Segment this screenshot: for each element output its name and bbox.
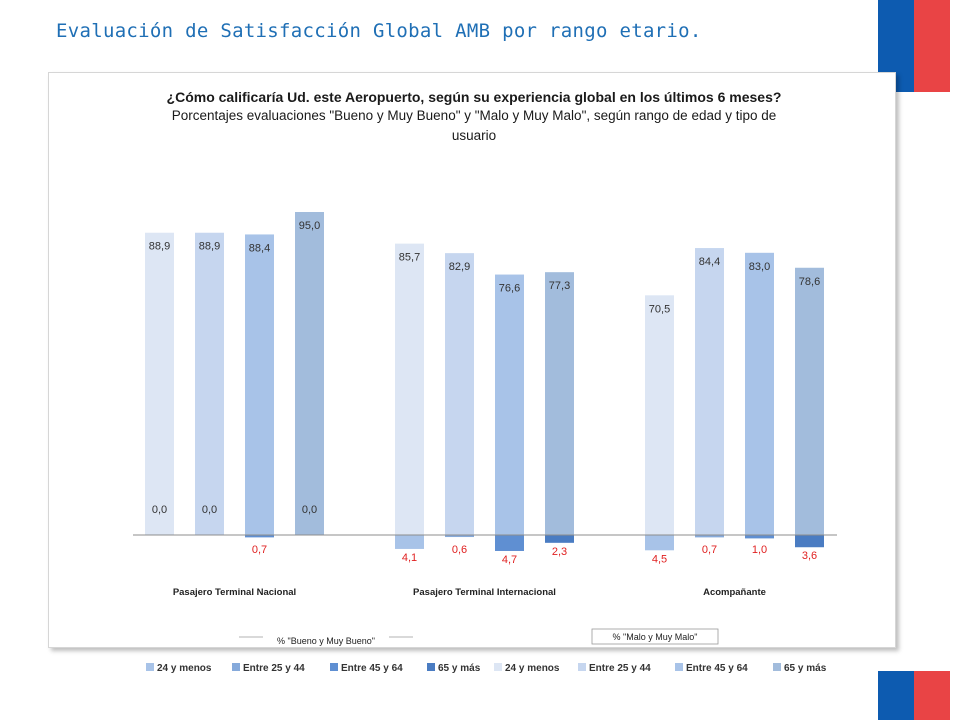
label-bad-2-2: 1,0 [752, 544, 767, 556]
bar-good-0-2 [245, 234, 274, 535]
label-good-0-3: 95,0 [299, 220, 320, 232]
bar-bad-1-2 [495, 535, 524, 551]
segment-mask-good [263, 635, 389, 647]
label-good-1-1: 82,9 [449, 261, 470, 273]
label-bad-2-0: 4,5 [652, 553, 667, 565]
segment-label-good: % "Bueno y Muy Bueno" [277, 636, 375, 646]
bar-bad-1-0 [395, 535, 424, 549]
bar-good-2-3 [795, 267, 824, 535]
label-bad-1-2: 4,7 [502, 554, 517, 566]
plot-area: 88,9 0,0 88,9 0,0 88,4 0,7 95,0 0,0 Pasajero Ter… [145, 212, 824, 598]
label-bad-0-0: 0,0 [152, 504, 167, 516]
legend-swatch-6 [675, 663, 683, 671]
legend-label-5: Entre 25 y 44 [589, 663, 651, 674]
chart-frame: ¿Cómo calificaría Ud. este Aeropuerto, s… [48, 72, 896, 648]
label-good-0-0: 88,9 [149, 241, 170, 253]
chart-legend: 24 y menos Entre 25 y 44 Entre 45 y 64 65 y… [146, 663, 827, 674]
bar-bad-2-3 [795, 535, 824, 548]
bar-good-1-1 [445, 253, 474, 535]
bar-bad-0-2 [245, 535, 274, 538]
label-good-0-2: 88,4 [249, 242, 270, 254]
label-good-1-0: 85,7 [399, 252, 420, 264]
legend-label-0: 24 y menos [157, 663, 212, 674]
chart-subtitle-line-1: Porcentajes evaluaciones "Bueno y Muy Bu… [172, 108, 777, 123]
legend-swatch-0 [146, 663, 154, 671]
legend-swatch-7 [773, 663, 781, 671]
legend-swatch-1 [232, 663, 240, 671]
label-good-1-2: 76,6 [499, 283, 520, 295]
bar-good-2-0 [645, 295, 674, 535]
legend-label-7: 65 y más [784, 663, 827, 674]
flag-decoration-bottom [878, 668, 950, 720]
label-bad-0-1: 0,0 [202, 504, 217, 516]
label-bad-2-3: 3,6 [802, 550, 817, 562]
legend-swatch-5 [578, 663, 586, 671]
category-label-0: Pasajero Terminal Nacional [173, 587, 296, 598]
bar-good-2-2 [745, 252, 774, 536]
label-good-2-0: 70,5 [649, 303, 670, 315]
label-bad-1-0: 4,1 [402, 552, 417, 564]
bar-good-0-3 [295, 212, 324, 535]
bar-bad-2-1 [695, 535, 724, 538]
category-label-1: Pasajero Terminal Internacional [413, 587, 556, 598]
bar-bad-2-0 [645, 535, 674, 551]
label-good-1-3: 77,3 [549, 280, 570, 292]
segment-label-bad: % "Malo y Muy Malo" [613, 632, 698, 642]
label-good-2-2: 83,0 [749, 261, 770, 273]
legend-swatch-4 [494, 663, 502, 671]
legend-label-2: Entre 45 y 64 [341, 663, 403, 674]
chart-title: ¿Cómo calificaría Ud. este Aeropuerto, s… [167, 89, 782, 105]
label-good-0-1: 88,9 [199, 241, 220, 253]
label-bad-1-1: 0,6 [452, 544, 467, 556]
label-good-2-1: 84,4 [699, 256, 720, 268]
slide-title: Evaluación de Satisfacción Global AMB po… [56, 20, 702, 42]
label-good-2-3: 78,6 [799, 276, 820, 288]
bar-good-0-1 [195, 232, 224, 536]
legend-label-4: 24 y menos [505, 663, 560, 674]
legend-swatch-3 [427, 663, 435, 671]
bar-bad-2-2 [745, 535, 774, 539]
legend-label-6: Entre 45 y 64 [686, 663, 748, 674]
legend-swatch-2 [330, 663, 338, 671]
bar-good-2-1 [695, 248, 724, 536]
bar-chart: ¿Cómo calificaría Ud. este Aeropuerto, s… [133, 89, 837, 647]
bar-good-0-0 [145, 232, 174, 536]
bar-good-1-3 [545, 272, 574, 535]
bar-good-1-2 [495, 274, 524, 535]
legend-label-1: Entre 25 y 44 [243, 663, 305, 674]
legend-label-3: 65 y más [438, 663, 481, 674]
label-bad-0-3: 0,0 [302, 504, 317, 516]
chart-subtitle-line-2: usuario [452, 128, 496, 143]
segment-box-bad [591, 628, 719, 645]
category-label-2: Acompañante [703, 587, 766, 598]
bar-good-1-0 [395, 243, 424, 535]
label-bad-0-2: 0,7 [252, 544, 267, 556]
label-bad-1-3: 2,3 [552, 546, 567, 558]
bar-bad-1-3 [545, 535, 574, 543]
bar-bad-1-1 [445, 535, 474, 538]
label-bad-2-1: 0,7 [702, 544, 717, 556]
